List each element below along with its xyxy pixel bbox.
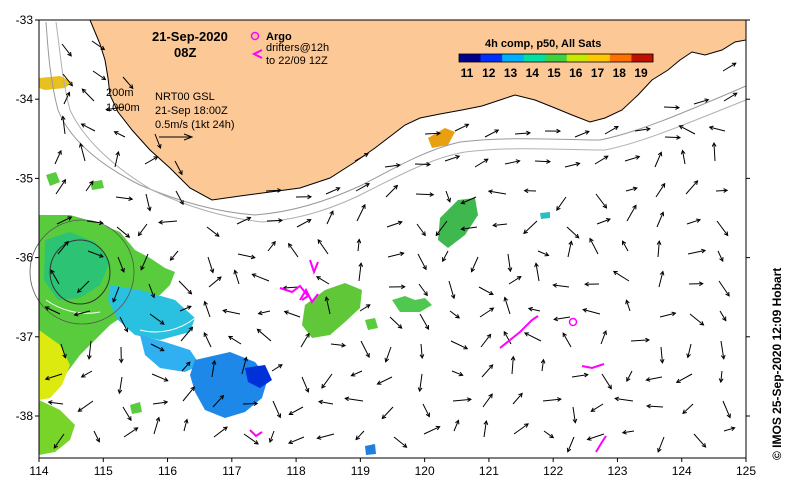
y-tick-label: -34 (16, 92, 34, 106)
x-tick-label: 118 (287, 464, 306, 478)
sst-speck (540, 212, 550, 219)
x-tick-label: 121 (479, 464, 499, 478)
colorbar-segment (610, 54, 632, 62)
colorbar-segment (481, 54, 503, 62)
y-tick-label: -38 (16, 409, 34, 423)
x-tick-label: 119 (351, 464, 370, 478)
colorbar-tick-label: 14 (526, 66, 540, 80)
colorbar-title: 4h comp, p50, All Sats (485, 38, 601, 50)
x-axis: 114 115 116 117 118 119 120 121 122 123 124 125 (29, 458, 756, 478)
y-tick-label: -33 (16, 13, 34, 27)
colorbar-segment (524, 54, 546, 62)
y-tick-label: -37 (16, 330, 34, 344)
x-tick-label: 122 (543, 464, 563, 478)
x-tick-label: 120 (415, 464, 435, 478)
current-arrow (415, 164, 430, 165)
colorbar-tick-label: 11 (461, 66, 474, 80)
depth-label-1000m: 1000m (106, 102, 140, 114)
colorbar-ticks: 11 12 13 14 15 16 17 18 19 (461, 66, 648, 80)
x-tick-label: 123 (607, 464, 627, 478)
colorbar-tick-label: 18 (613, 66, 627, 80)
current-arrow (664, 107, 679, 108)
colorbar-segment (631, 54, 653, 62)
colorbar-tick-label: 16 (569, 66, 583, 80)
model-time: 21-Sep 18:00Z (155, 105, 228, 117)
x-tick-label: 125 (736, 464, 756, 478)
colorbar-segment (459, 54, 481, 62)
x-tick-label: 115 (94, 464, 113, 478)
depth-label-200m: 200m (106, 87, 134, 99)
drifters-legend-line1: drifters@12h (266, 42, 329, 54)
map-hour: 08Z (174, 45, 196, 60)
imos-credit: © IMOS 25-Sep-2020 12:09 Hobart (770, 268, 784, 460)
scale-label: 0.5m/s (1kt 24h) (155, 119, 234, 131)
current-arrow (267, 220, 282, 221)
colorbar-segment (567, 54, 589, 62)
colorbar-tick-label: 15 (547, 66, 561, 80)
model-name: NRT00 GSL (155, 91, 215, 103)
colorbar-tick-label: 12 (482, 66, 496, 80)
current-arrow (425, 133, 440, 134)
sst-colorbar (459, 54, 654, 62)
current-arrow (416, 194, 433, 195)
colorbar-segment (545, 54, 567, 62)
colorbar-tick-label: 19 (634, 66, 648, 80)
colorbar-segment (588, 54, 610, 62)
current-arrow (665, 137, 680, 138)
y-tick-label: -36 (16, 251, 34, 265)
map-date: 21-Sep-2020 (152, 29, 228, 44)
x-tick-label: 114 (29, 464, 48, 478)
x-tick-label: 124 (672, 464, 692, 478)
colorbar-tick-label: 17 (591, 66, 605, 80)
x-tick-label: 116 (158, 464, 177, 478)
drifters-legend-line2: to 22/09 12Z (266, 55, 328, 67)
colorbar-tick-label: 13 (504, 66, 518, 80)
x-tick-label: 117 (222, 464, 241, 478)
colorbar-segment (502, 54, 524, 62)
y-tick-label: -35 (16, 171, 34, 185)
